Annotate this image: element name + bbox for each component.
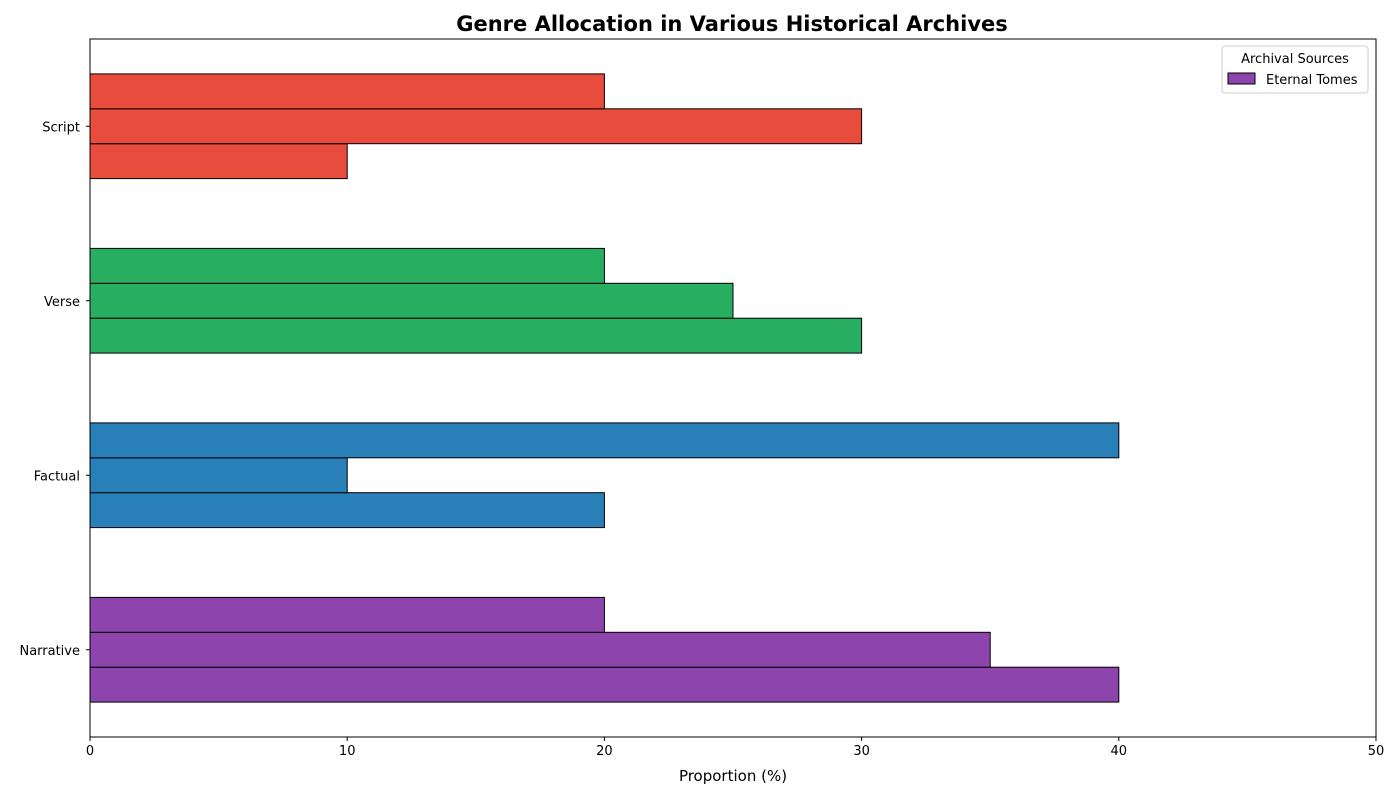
legend-entry-label: Eternal Tomes xyxy=(1266,73,1358,88)
legend-title: Archival Sources xyxy=(1241,52,1349,67)
bar-narrative-3 xyxy=(89,596,605,633)
bar-script-3 xyxy=(89,73,605,110)
x-tick-label: 50 xyxy=(1368,744,1385,759)
y-axis: Narrative Factual Verse Script xyxy=(19,120,90,659)
x-tick-label: 40 xyxy=(1111,744,1128,759)
x-axis-label: Proportion (%) xyxy=(679,767,787,785)
bar-factual-3 xyxy=(89,422,1120,459)
chart-title: Genre Allocation in Various Historical A… xyxy=(456,12,1008,36)
legend-frame xyxy=(1221,45,1369,94)
bar-factual-2 xyxy=(89,457,348,494)
bar-script-2 xyxy=(89,108,863,145)
legend: Archival Sources Eternal Tomes xyxy=(1221,45,1369,94)
bar-script-1 xyxy=(89,143,348,180)
y-tick-label-script: Script xyxy=(42,120,80,135)
bars-layer xyxy=(89,73,1120,703)
y-tick-label-factual: Factual xyxy=(34,469,80,484)
x-axis: 0 10 20 30 40 50 xyxy=(86,737,1384,759)
bar-verse-3 xyxy=(89,247,605,284)
x-tick-label: 0 xyxy=(86,744,94,759)
plot-area-frame xyxy=(89,38,1377,738)
bar-factual-1 xyxy=(89,492,605,529)
x-tick-label: 30 xyxy=(853,744,870,759)
bar-verse-2 xyxy=(89,282,734,319)
y-tick-label-narrative: Narrative xyxy=(19,644,80,659)
x-tick-label: 20 xyxy=(596,744,613,759)
legend-swatch xyxy=(1227,72,1256,85)
y-tick-label-verse: Verse xyxy=(44,295,80,310)
bar-verse-1 xyxy=(89,317,863,354)
bar-narrative-2 xyxy=(89,631,991,668)
bar-narrative-1 xyxy=(89,666,1120,703)
x-tick-label: 10 xyxy=(339,744,356,759)
